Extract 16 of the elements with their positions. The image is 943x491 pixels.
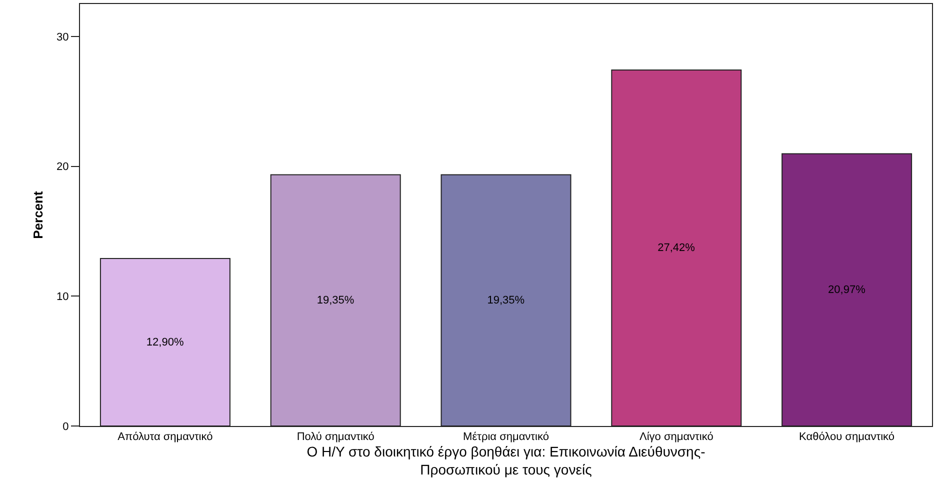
data-label: 27,42%	[658, 242, 696, 254]
x-tick-label: Πολύ σημαντικό	[296, 431, 374, 444]
x-tick-label: Μέτρια σημαντικό	[463, 431, 549, 444]
y-tick-label: 30	[56, 31, 69, 44]
data-label: 20,97%	[828, 284, 866, 296]
y-tick-label: 20	[56, 161, 69, 174]
y-axis-title: Percent	[30, 190, 46, 239]
x-tick-label: Λίγο σημαντικό	[639, 431, 714, 444]
data-label: 19,35%	[487, 294, 525, 306]
y-tick-label: 10	[56, 291, 69, 303]
x-tick-label: Απόλυτα σημαντικό	[118, 431, 213, 444]
x-axis-title: Ο Η/Υ στο διοικητικό έργο βοηθάει για: Επικοινωνία Διεύθυνσης- Προσωπικού με τους γονείς	[306, 444, 706, 478]
data-label: 12,90%	[146, 336, 184, 348]
y-tick-label: 0	[62, 420, 69, 433]
x-tick-label: Καθόλου σημαντικό	[799, 431, 895, 444]
data-label: 19,35%	[316, 294, 354, 306]
